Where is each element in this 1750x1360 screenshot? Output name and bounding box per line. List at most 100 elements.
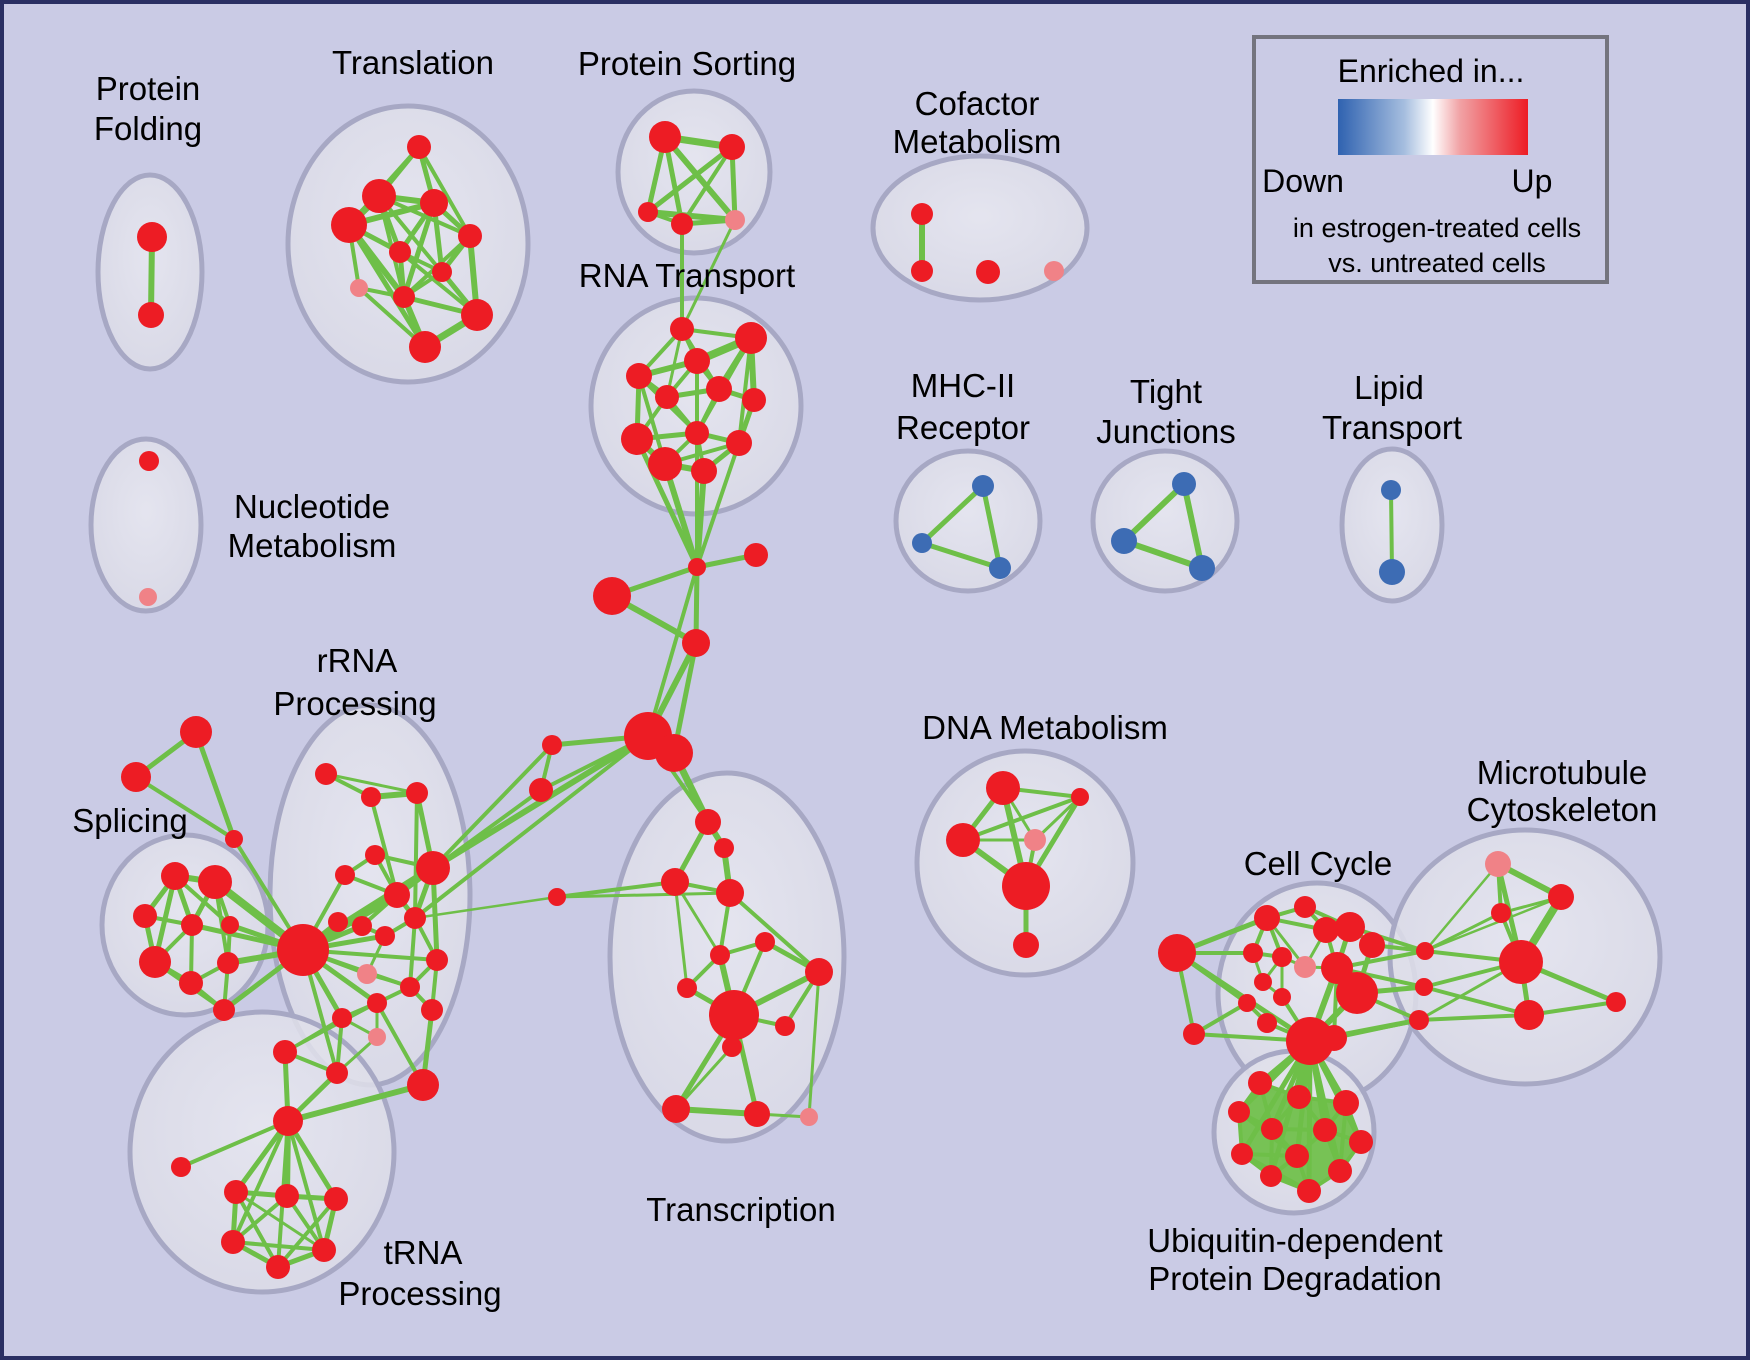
node-rrl[interactable] <box>421 999 443 1021</box>
node-trs1[interactable] <box>710 945 730 965</box>
node-m1[interactable] <box>972 475 994 497</box>
node-rt1[interactable] <box>670 317 694 341</box>
node-dmp[interactable] <box>1024 829 1046 851</box>
node-rrp1[interactable] <box>357 964 377 984</box>
node-rt2[interactable] <box>735 322 767 354</box>
node-cf4[interactable] <box>1044 261 1064 281</box>
node-sp5[interactable] <box>221 916 239 934</box>
node-rt9[interactable] <box>621 423 653 455</box>
node-rra[interactable] <box>365 845 385 865</box>
node-tca[interactable] <box>661 868 689 896</box>
node-tj3[interactable] <box>1189 555 1215 581</box>
node-sp7[interactable] <box>179 971 203 995</box>
node-sp3[interactable] <box>133 904 157 928</box>
node-tcs[interactable] <box>548 888 566 906</box>
node-trn2[interactable] <box>275 1184 299 1208</box>
node-rrj[interactable] <box>400 977 420 997</box>
node-cc14[interactable] <box>1321 1025 1347 1051</box>
node-rc2[interactable] <box>1415 978 1433 996</box>
node-rrm[interactable] <box>332 1008 352 1028</box>
node-cf3[interactable] <box>976 260 1000 284</box>
node-cc6[interactable] <box>1243 943 1263 963</box>
node-ps1[interactable] <box>649 121 681 153</box>
node-cf2[interactable] <box>911 260 933 282</box>
node-rrg[interactable] <box>404 907 426 929</box>
node-c2[interactable] <box>682 629 710 657</box>
node-u9[interactable] <box>1285 1144 1309 1168</box>
node-cc10[interactable] <box>1273 988 1291 1006</box>
node-t6[interactable] <box>389 241 411 263</box>
node-mtr[interactable] <box>1606 992 1626 1012</box>
node-cc9[interactable] <box>1254 973 1272 991</box>
node-t4[interactable] <box>458 224 482 248</box>
node-u4[interactable] <box>1333 1090 1359 1116</box>
node-trn4[interactable] <box>221 1230 245 1254</box>
node-t7[interactable] <box>432 262 452 282</box>
node-tj2[interactable] <box>1111 528 1137 554</box>
node-rrt3[interactable] <box>406 782 428 804</box>
node-dm4[interactable] <box>1002 862 1050 910</box>
node-sp1[interactable] <box>161 862 189 890</box>
node-trn5[interactable] <box>312 1238 336 1262</box>
node-dm3[interactable] <box>946 823 980 857</box>
node-t1[interactable] <box>407 135 431 159</box>
node-trbr[interactable] <box>744 1101 770 1127</box>
node-rrd[interactable] <box>384 882 410 908</box>
node-rt8[interactable] <box>685 421 709 445</box>
node-t8[interactable] <box>350 279 368 297</box>
node-rrhub[interactable] <box>277 924 329 976</box>
node-u2[interactable] <box>1287 1085 1311 1109</box>
node-mts[interactable] <box>1491 903 1511 923</box>
node-trnt[interactable] <box>273 1040 297 1064</box>
node-u11[interactable] <box>1328 1159 1352 1183</box>
node-mtp[interactable] <box>1485 851 1511 877</box>
node-trn3[interactable] <box>324 1187 348 1211</box>
node-ps5[interactable] <box>725 210 745 230</box>
node-mth[interactable] <box>1499 940 1543 984</box>
node-trr[interactable] <box>805 958 833 986</box>
node-t3[interactable] <box>420 189 448 217</box>
node-sp2[interactable] <box>198 865 232 899</box>
node-t10[interactable] <box>461 299 493 331</box>
node-u12[interactable] <box>1297 1179 1321 1203</box>
node-ps2[interactable] <box>719 134 745 160</box>
node-cc3[interactable] <box>1313 917 1339 943</box>
node-n2[interactable] <box>139 588 157 606</box>
node-t9[interactable] <box>393 286 415 308</box>
node-rrh[interactable] <box>375 926 395 946</box>
node-pf2[interactable] <box>138 302 164 328</box>
node-dm5[interactable] <box>1013 932 1039 958</box>
node-u3[interactable] <box>1228 1101 1250 1123</box>
node-cf1[interactable] <box>911 203 933 225</box>
node-rt4[interactable] <box>626 363 652 389</box>
node-cc13[interactable] <box>1257 1013 1277 1033</box>
node-rrt2[interactable] <box>361 787 381 807</box>
node-u8[interactable] <box>1349 1130 1373 1154</box>
node-n1[interactable] <box>139 451 159 471</box>
node-m3[interactable] <box>989 557 1011 579</box>
node-dm1[interactable] <box>986 771 1020 805</box>
node-jr[interactable] <box>744 543 768 567</box>
node-cc2[interactable] <box>1294 896 1316 918</box>
node-rt6[interactable] <box>655 385 679 409</box>
node-pf1[interactable] <box>137 222 167 252</box>
node-u5[interactable] <box>1261 1118 1283 1140</box>
node-tris[interactable] <box>225 830 243 848</box>
node-sp8[interactable] <box>217 952 239 974</box>
node-rt7[interactable] <box>742 388 766 412</box>
node-ps3[interactable] <box>638 202 658 222</box>
node-mtb[interactable] <box>1548 884 1574 910</box>
node-u6[interactable] <box>1313 1118 1337 1142</box>
node-sl[interactable] <box>542 735 562 755</box>
node-m2[interactable] <box>912 533 932 553</box>
node-tri2[interactable] <box>121 762 151 792</box>
node-dm2[interactable] <box>1071 788 1089 806</box>
node-trn6[interactable] <box>266 1255 290 1279</box>
node-trpk[interactable] <box>800 1108 818 1126</box>
node-cc7[interactable] <box>1272 947 1292 967</box>
node-tc3[interactable] <box>716 879 744 907</box>
node-t5[interactable] <box>331 207 367 243</box>
node-sp6[interactable] <box>139 946 171 978</box>
node-trhub[interactable] <box>709 990 759 1040</box>
node-mtbo[interactable] <box>1514 1000 1544 1030</box>
